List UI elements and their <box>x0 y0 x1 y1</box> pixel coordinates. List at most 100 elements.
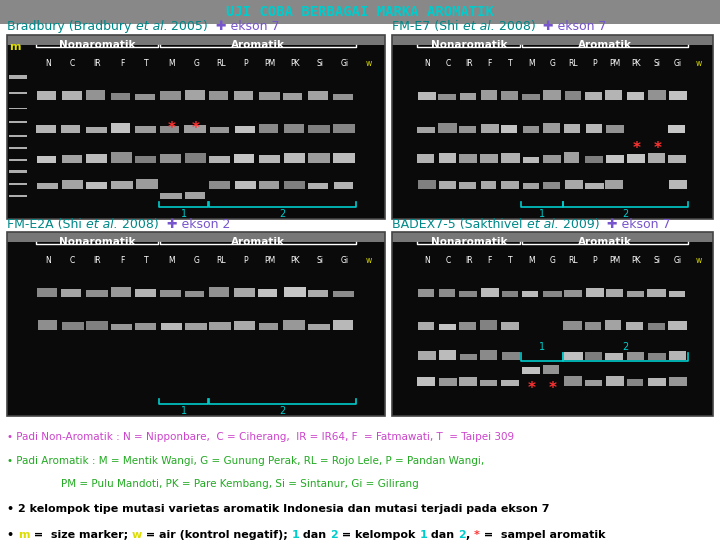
Bar <box>61 125 81 133</box>
Bar <box>37 156 56 163</box>
Bar <box>86 154 107 163</box>
Bar <box>417 154 433 163</box>
Bar <box>234 91 253 100</box>
Bar <box>501 91 518 100</box>
Text: ✚ ekson 7: ✚ ekson 7 <box>216 21 279 33</box>
Text: FM-E2A (Shi: FM-E2A (Shi <box>7 218 86 231</box>
Bar <box>522 367 540 375</box>
Bar <box>160 193 182 199</box>
Bar <box>37 91 55 100</box>
Bar <box>7 35 385 45</box>
Bar <box>501 321 519 330</box>
Bar <box>606 320 621 330</box>
Bar <box>500 380 519 386</box>
Text: Aromatik: Aromatik <box>231 237 285 247</box>
Text: 2008): 2008) <box>118 218 166 231</box>
Bar <box>184 125 206 133</box>
Bar <box>668 321 687 330</box>
Text: P: P <box>592 59 597 68</box>
Bar <box>459 322 475 330</box>
Bar <box>284 320 305 330</box>
Bar <box>9 122 27 123</box>
Bar <box>161 91 181 100</box>
Bar <box>648 153 665 163</box>
Bar <box>480 350 497 360</box>
Text: P: P <box>592 256 597 265</box>
Bar <box>234 154 254 163</box>
Bar <box>459 183 477 189</box>
Text: 1: 1 <box>539 208 545 219</box>
Text: Gi: Gi <box>341 59 348 68</box>
Bar <box>627 379 643 386</box>
Bar <box>333 94 353 100</box>
Text: ✚ ekson 7: ✚ ekson 7 <box>607 218 671 231</box>
Text: Si: Si <box>316 59 323 68</box>
Bar <box>669 350 685 360</box>
Bar <box>235 126 255 133</box>
Bar <box>459 291 477 297</box>
Text: w: w <box>696 59 702 68</box>
Bar <box>418 91 436 100</box>
Bar <box>606 376 624 386</box>
Bar <box>392 35 713 219</box>
Bar <box>564 291 582 297</box>
Text: M: M <box>528 59 535 68</box>
Bar <box>112 152 132 163</box>
Text: Si: Si <box>654 59 661 68</box>
Text: PM = Pulu Mandoti, PK = Pare Kembang, Si = Sintanur, Gi = Gilirang: PM = Pulu Mandoti, PK = Pare Kembang, Si… <box>61 479 419 489</box>
Text: m: m <box>9 43 21 52</box>
Bar <box>459 154 477 163</box>
Text: IR: IR <box>94 256 101 265</box>
Bar <box>501 181 518 189</box>
Bar <box>7 35 385 219</box>
Text: =  size marker;: = size marker; <box>30 530 132 540</box>
Text: 2: 2 <box>279 208 286 219</box>
Bar <box>210 127 230 133</box>
Bar <box>585 321 601 330</box>
Bar <box>606 125 624 133</box>
Text: 2005): 2005) <box>167 21 216 33</box>
Bar <box>522 291 539 297</box>
Text: *: * <box>168 122 176 136</box>
Bar <box>86 90 105 100</box>
Bar <box>585 92 603 100</box>
Bar <box>418 322 434 330</box>
Text: PK: PK <box>631 59 641 68</box>
Text: N: N <box>45 59 51 68</box>
Bar <box>62 322 84 330</box>
Bar <box>0 0 720 24</box>
Text: 2: 2 <box>279 406 286 416</box>
Bar <box>209 91 228 100</box>
Bar <box>438 379 456 386</box>
Text: •: • <box>7 530 18 540</box>
Text: Gi: Gi <box>674 256 683 265</box>
Bar <box>480 154 498 163</box>
Bar <box>480 90 497 100</box>
Bar <box>647 288 665 297</box>
Bar <box>438 350 456 360</box>
Bar <box>392 232 713 242</box>
Text: Gi: Gi <box>341 256 348 265</box>
Text: IR: IR <box>465 256 472 265</box>
Text: Nonaromatik: Nonaromatik <box>431 237 507 247</box>
Bar <box>111 181 132 189</box>
Bar <box>161 323 181 330</box>
Bar <box>564 180 583 189</box>
Text: F: F <box>487 59 492 68</box>
Text: T: T <box>145 256 149 265</box>
Text: w: w <box>366 256 372 265</box>
Bar <box>284 287 306 297</box>
Text: Si: Si <box>654 256 661 265</box>
Text: = air (kontrol negatif);: = air (kontrol negatif); <box>142 530 292 540</box>
Bar <box>585 380 602 386</box>
Bar <box>135 323 156 330</box>
Bar <box>209 156 230 163</box>
Bar <box>234 321 255 330</box>
Text: T: T <box>508 256 513 265</box>
Text: Aromatik: Aromatik <box>578 40 632 50</box>
Text: dan: dan <box>427 530 458 540</box>
Bar <box>501 153 520 163</box>
Text: G: G <box>193 59 199 68</box>
Bar <box>37 184 58 189</box>
Bar <box>333 320 353 330</box>
